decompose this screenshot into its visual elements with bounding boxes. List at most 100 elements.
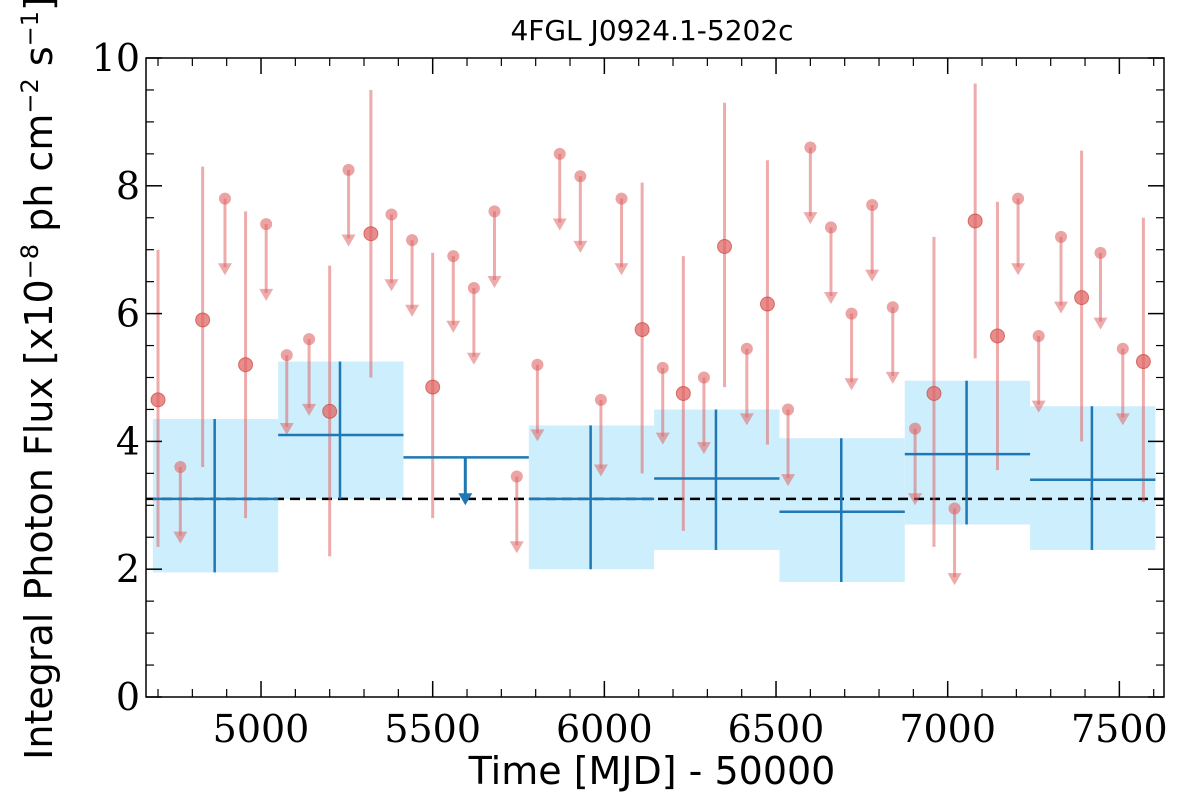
x-axis-label: Time [MJD] - 50000 <box>468 749 836 793</box>
x-tick-label-2: 6000 <box>556 707 653 751</box>
fine-upper-limit-45-head <box>1093 317 1108 330</box>
fine-upper-limit-20-head <box>573 240 588 253</box>
fine-upper-limit-34-head <box>865 269 880 282</box>
fine-upper-limit-35-head <box>885 371 900 384</box>
fine-upper-limit-14-head <box>446 320 461 333</box>
fine-point-42 <box>1032 329 1045 342</box>
fine-point-30 <box>782 403 795 416</box>
fine-point-7 <box>303 333 316 346</box>
x-tick-label-3: 6500 <box>728 707 825 751</box>
fine-point-40 <box>989 328 1005 344</box>
fine-point-23 <box>634 322 650 338</box>
fine-upper-limit-17-head <box>509 541 524 554</box>
fine-upper-limit-26-head <box>696 442 711 455</box>
coarse-upper-limit-2-head <box>458 493 473 506</box>
fine-upper-limit-3-head <box>217 263 232 276</box>
fine-upper-limit-31-head <box>803 212 818 225</box>
y-axis-label-end: s <box>17 46 61 78</box>
fine-upper-limit-30-head <box>781 474 796 487</box>
fine-upper-limit-38-head <box>947 573 962 586</box>
fine-upper-limit-46-head <box>1115 413 1130 426</box>
fine-upper-limit-43-head <box>1053 301 1068 314</box>
y-axis-label-close: ] <box>17 0 61 11</box>
fine-point-16 <box>488 205 501 218</box>
fine-point-43 <box>1054 230 1067 243</box>
fine-point-41 <box>1012 192 1025 205</box>
y-axis-label-exp3: −1 <box>16 11 44 46</box>
fine-point-19 <box>553 147 566 160</box>
fine-upper-limit-12-head <box>405 304 420 317</box>
y-tick-label-3: 6 <box>116 292 140 336</box>
fine-point-25 <box>675 385 691 401</box>
fine-point-26 <box>697 371 710 384</box>
fine-upper-limit-5-head <box>259 288 274 301</box>
fine-point-22 <box>615 192 628 205</box>
fine-upper-limit-6-head <box>279 423 294 436</box>
fine-point-24 <box>656 361 669 374</box>
fine-point-34 <box>866 198 879 211</box>
fine-point-3 <box>218 192 231 205</box>
fine-point-28 <box>740 342 753 355</box>
x-tick-label-0: 5000 <box>213 707 310 751</box>
fine-upper-limit-16-head <box>487 276 502 289</box>
fine-point-13 <box>425 379 441 395</box>
fine-upper-limit-36-head <box>908 493 923 506</box>
fine-point-14 <box>447 250 460 263</box>
fine-point-1 <box>174 460 187 473</box>
fine-point-15 <box>467 282 480 295</box>
fine-point-37 <box>926 385 942 401</box>
fine-point-6 <box>280 349 293 362</box>
fine-upper-limit-15-head <box>466 352 481 365</box>
axes: 5000 5500 6000 6500 7000 7500 0 2 4 6 8 10 <box>92 36 1168 751</box>
fine-point-29 <box>759 296 775 312</box>
fine-point-11 <box>385 208 398 221</box>
fine-point-31 <box>804 141 817 154</box>
fine-upper-limit-7-head <box>302 403 317 416</box>
fine-point-9 <box>342 163 355 176</box>
fine-point-4 <box>238 357 254 373</box>
fine-upper-limit-21-head <box>593 464 608 477</box>
fine-point-8 <box>322 403 338 419</box>
fine-point-12 <box>406 234 419 247</box>
fine-upper-limit-1-head <box>173 531 188 544</box>
x-tick-label-5: 7500 <box>1071 707 1168 751</box>
y-axis-label-main: Integral Photon Flux [x10 <box>17 279 61 760</box>
fine-upper-limit-22-head <box>614 263 629 276</box>
fine-upper-limit-9-head <box>341 234 356 247</box>
fine-upper-limit-18-head <box>530 429 545 442</box>
fine-point-44 <box>1074 290 1090 306</box>
fine-point-18 <box>531 358 544 371</box>
fine-point-45 <box>1094 246 1107 259</box>
fine-point-17 <box>510 470 523 483</box>
y-axis-label-mid: ph cm <box>17 114 61 244</box>
x-tick-label-1: 5500 <box>384 707 481 751</box>
fine-upper-limit-32-head <box>823 292 838 305</box>
fine-point-0 <box>150 392 166 408</box>
fine-point-33 <box>845 307 858 320</box>
fine-upper-limit-41-head <box>1011 263 1026 276</box>
fine-point-21 <box>594 393 607 406</box>
fine-upper-limit-24-head <box>655 432 670 445</box>
coarse-bin-series <box>152 361 1156 582</box>
fine-point-10 <box>363 226 379 242</box>
fine-point-5 <box>260 218 273 231</box>
y-tick-label-5: 10 <box>92 36 140 80</box>
fine-point-47 <box>1135 354 1151 370</box>
y-tick-label-0: 0 <box>116 675 140 719</box>
fine-upper-limit-42-head <box>1031 400 1046 413</box>
y-axis-label: Integral Photon Flux [x10−8 ph cm−2 s−1] <box>16 0 61 760</box>
fine-point-35 <box>886 301 899 314</box>
y-tick-label-4: 8 <box>116 164 140 208</box>
fine-point-36 <box>909 422 922 435</box>
y-axis-label-exp2: −2 <box>16 78 44 113</box>
chart-title: 4FGL J0924.1-5202c <box>510 14 793 47</box>
y-tick-label-1: 2 <box>116 547 140 591</box>
fine-point-20 <box>574 170 587 183</box>
fine-upper-limit-19-head <box>552 218 567 231</box>
y-tick-label-2: 4 <box>116 419 140 463</box>
fine-bin-series <box>150 83 1151 586</box>
fine-point-32 <box>824 221 837 234</box>
x-tick-label-4: 7000 <box>899 707 996 751</box>
coarse-bin-bands <box>152 361 1156 582</box>
